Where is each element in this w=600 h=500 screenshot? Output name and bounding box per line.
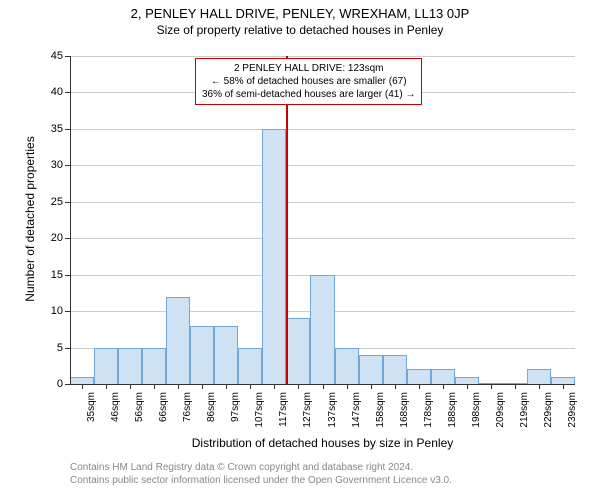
y-axis-line: [70, 56, 71, 384]
y-tick-label: 5: [38, 342, 63, 354]
histogram-bar: [94, 348, 118, 384]
histogram-bar: [238, 348, 262, 384]
histogram-bar: [118, 348, 142, 384]
annotation-box: 2 PENLEY HALL DRIVE: 123sqm← 58% of deta…: [195, 58, 422, 105]
x-tick-label: 198sqm: [471, 392, 482, 440]
grid-line: [70, 56, 575, 57]
x-tick-label: 229sqm: [543, 392, 554, 440]
x-tick-label: 219sqm: [519, 392, 530, 440]
annotation-line: 36% of semi-detached houses are larger (…: [202, 88, 415, 101]
annotation-line: ← 58% of detached houses are smaller (67…: [202, 75, 415, 88]
x-tick-label: 127sqm: [302, 392, 313, 440]
x-tick-label: 178sqm: [423, 392, 434, 440]
footer-line-1: Contains HM Land Registry data © Crown c…: [70, 462, 413, 473]
grid-line: [70, 202, 575, 203]
histogram-bar: [166, 297, 190, 384]
highlight-line: [286, 56, 288, 384]
x-tick-label: 117sqm: [278, 392, 289, 440]
histogram-bar: [70, 377, 94, 384]
x-tick-label: 147sqm: [351, 392, 362, 440]
plot-area: 05101520253035404535sqm46sqm56sqm66sqm76…: [70, 56, 575, 384]
x-axis-label: Distribution of detached houses by size …: [70, 436, 575, 450]
chart-title: 2, PENLEY HALL DRIVE, PENLEY, WREXHAM, L…: [0, 0, 600, 21]
x-tick-label: 66sqm: [158, 392, 169, 440]
x-tick-label: 239sqm: [567, 392, 578, 440]
histogram-bar: [310, 275, 334, 384]
x-tick-label: 76sqm: [182, 392, 193, 440]
x-tick-label: 97sqm: [230, 392, 241, 440]
y-tick-label: 45: [38, 50, 63, 62]
grid-line: [70, 238, 575, 239]
y-tick-label: 15: [38, 269, 63, 281]
y-tick-label: 10: [38, 305, 63, 317]
x-tick-label: 188sqm: [447, 392, 458, 440]
histogram-bar: [214, 326, 238, 384]
histogram-bar: [551, 377, 575, 384]
y-tick-label: 30: [38, 159, 63, 171]
y-tick-label: 20: [38, 232, 63, 244]
histogram-bar: [383, 355, 407, 384]
histogram-bar: [527, 369, 551, 384]
x-tick-label: 209sqm: [495, 392, 506, 440]
histogram-bar: [407, 369, 431, 384]
x-tick-label: 35sqm: [86, 392, 97, 440]
histogram-bar: [262, 129, 286, 384]
histogram-bar: [142, 348, 166, 384]
x-axis-line: [70, 384, 575, 385]
y-tick-label: 0: [38, 378, 63, 390]
histogram-bar: [286, 318, 310, 384]
y-tick-label: 35: [38, 123, 63, 135]
x-tick-label: 107sqm: [254, 392, 265, 440]
grid-line: [70, 129, 575, 130]
x-tick-label: 86sqm: [206, 392, 217, 440]
x-tick-label: 46sqm: [110, 392, 121, 440]
histogram-bar: [455, 377, 479, 384]
chart-subtitle: Size of property relative to detached ho…: [0, 21, 600, 37]
histogram-bar: [359, 355, 383, 384]
annotation-line: 2 PENLEY HALL DRIVE: 123sqm: [202, 62, 415, 75]
x-tick-label: 137sqm: [327, 392, 338, 440]
y-tick-label: 40: [38, 86, 63, 98]
histogram-bar: [335, 348, 359, 384]
x-tick-label: 158sqm: [375, 392, 386, 440]
chart-container: 2, PENLEY HALL DRIVE, PENLEY, WREXHAM, L…: [0, 0, 600, 500]
grid-line: [70, 165, 575, 166]
footer-line-2: Contains public sector information licen…: [70, 475, 452, 486]
x-tick-label: 168sqm: [399, 392, 410, 440]
histogram-bar: [190, 326, 214, 384]
y-tick-label: 25: [38, 196, 63, 208]
y-axis-label: Number of detached properties: [23, 134, 37, 304]
x-tick-label: 56sqm: [134, 392, 145, 440]
histogram-bar: [431, 369, 455, 384]
